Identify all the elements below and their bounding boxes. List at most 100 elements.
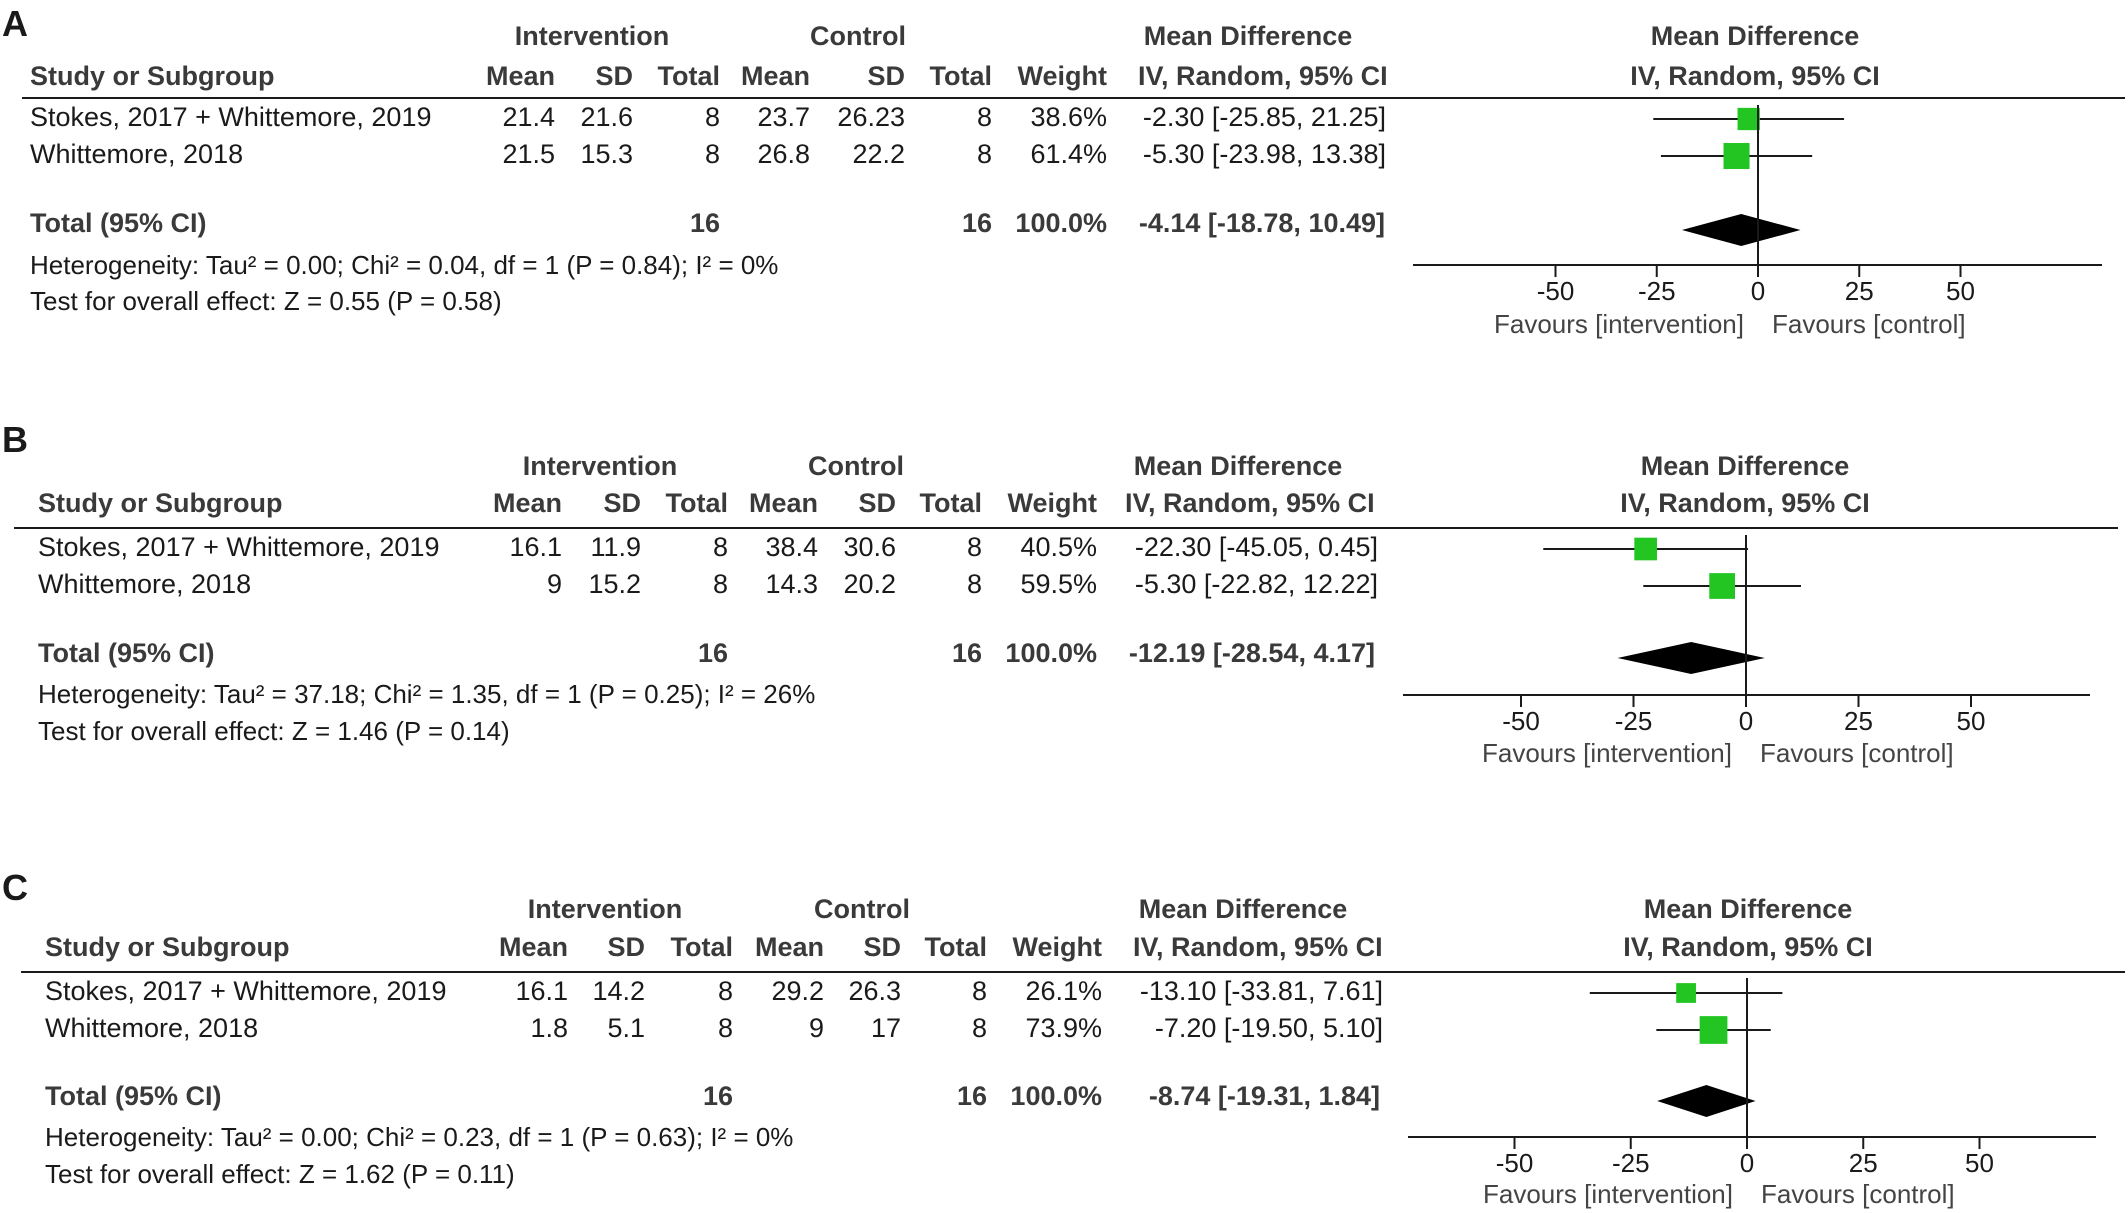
tick-label: -50: [1537, 276, 1575, 306]
table-row: Whittemore, 2018 1.8 5.1 8 9 17 8 73.9% -7.20 [-…: [45, 1013, 1771, 1044]
int-mean: 9: [547, 569, 562, 599]
header-ctl-sd: SD: [858, 488, 896, 518]
ctl-sd: 26.23: [837, 102, 905, 132]
total-weight: 100.0%: [1010, 1081, 1102, 1111]
header-plot-method: IV, Random, 95% CI: [1620, 488, 1870, 518]
total-ci-text: -8.74 [-19.31, 1.84]: [1149, 1081, 1380, 1111]
effect-marker: [1634, 537, 1657, 561]
header-int-sd: SD: [595, 61, 633, 91]
forest-panel-c: C Intervention Control Mean Difference Mean …: [2, 867, 2125, 1209]
weight: 59.5%: [1020, 569, 1097, 599]
panel-letter: B: [2, 419, 28, 460]
pooled-diamond: [1617, 642, 1765, 674]
panel-letter: A: [2, 3, 28, 44]
weight: 26.1%: [1025, 976, 1102, 1006]
header-int-mean: Mean: [493, 488, 562, 518]
effect-marker: [1676, 983, 1696, 1003]
tick-label: 25: [1844, 706, 1873, 736]
ci-text: -22.30 [-45.05, 0.45]: [1135, 532, 1378, 562]
ci-text: -13.10 [-33.81, 7.61]: [1140, 976, 1383, 1006]
header-mean-difference: Mean Difference: [1134, 451, 1343, 481]
study-name: Stokes, 2017 + Whittemore, 2019: [45, 976, 446, 1006]
ctl-sd: 22.2: [852, 139, 905, 169]
ctl-mean: 26.8: [757, 139, 810, 169]
pooled-diamond: [1657, 1085, 1756, 1117]
favours-intervention-label: Favours [intervention]: [1483, 1179, 1733, 1209]
total-ctl: 16: [957, 1081, 987, 1111]
study-name: Stokes, 2017 + Whittemore, 2019: [38, 532, 439, 562]
int-sd: 21.6: [580, 102, 633, 132]
header-weight: Weight: [1018, 61, 1108, 91]
tick-label: -25: [1615, 706, 1653, 736]
tick-label: 0: [1740, 1148, 1754, 1178]
int-mean: 21.5: [502, 139, 555, 169]
int-sd: 15.3: [580, 139, 633, 169]
total-int: 16: [703, 1081, 733, 1111]
ctl-sd: 20.2: [843, 569, 896, 599]
total-ctl: 16: [952, 638, 982, 668]
favours-control-label: Favours [control]: [1761, 1179, 1955, 1209]
total-row: Total (95% CI) 16 16 100.0% -12.19 [-28.54, …: [38, 638, 1765, 674]
favours-control-label: Favours [control]: [1760, 738, 1954, 768]
header-int-mean: Mean: [499, 932, 568, 962]
header-plot-mean-difference: Mean Difference: [1651, 21, 1860, 51]
weight: 38.6%: [1030, 102, 1107, 132]
header-method: IV, Random, 95% CI: [1125, 488, 1375, 518]
ci-text: -5.30 [-22.82, 12.22]: [1135, 569, 1378, 599]
tick-label: -50: [1496, 1148, 1534, 1178]
header-control: Control: [808, 451, 904, 481]
tick-label: 0: [1739, 706, 1753, 736]
total-label: Total (95% CI): [38, 638, 215, 668]
tick-label: -25: [1612, 1148, 1650, 1178]
header-study: Study or Subgroup: [30, 61, 274, 91]
header-int-sd: SD: [607, 932, 645, 962]
int-mean: 1.8: [530, 1013, 568, 1043]
tick-label: 0: [1751, 276, 1765, 306]
favours-control-label: Favours [control]: [1772, 309, 1966, 339]
int-total: 8: [713, 532, 728, 562]
header-plot-mean-difference: Mean Difference: [1641, 451, 1850, 481]
ctl-mean: 9: [809, 1013, 824, 1043]
header-study: Study or Subgroup: [45, 932, 289, 962]
effect-marker: [1699, 1016, 1728, 1044]
int-sd: 15.2: [588, 569, 641, 599]
int-total: 8: [718, 1013, 733, 1043]
effect-marker: [1709, 573, 1736, 599]
ctl-total: 8: [972, 976, 987, 1006]
header-ctl-mean: Mean: [755, 932, 824, 962]
header-ctl-total: Total: [930, 61, 993, 91]
total-ctl: 16: [962, 208, 992, 238]
effect-marker: [1723, 142, 1750, 170]
header-mean-difference: Mean Difference: [1139, 894, 1348, 924]
table-row: Whittemore, 2018 21.5 15.3 8 26.8 22.2 8 61.4% -…: [30, 139, 1813, 170]
study-name: Whittemore, 2018: [38, 569, 251, 599]
header-intervention: Intervention: [523, 451, 678, 481]
header-weight: Weight: [1008, 488, 1098, 518]
int-sd: 14.2: [592, 976, 645, 1006]
panel-letter: C: [2, 867, 28, 908]
header-mean-difference: Mean Difference: [1144, 21, 1353, 51]
table-row: Stokes, 2017 + Whittemore, 2019 21.4 21.6 8…: [30, 102, 1845, 132]
ctl-mean: 23.7: [757, 102, 810, 132]
table-row: Stokes, 2017 + Whittemore, 2019 16.1 11.9 8…: [38, 532, 1749, 562]
heterogeneity-text: Heterogeneity: Tau² = 0.00; Chi² = 0.23,…: [45, 1122, 793, 1152]
favours-intervention-label: Favours [intervention]: [1482, 738, 1732, 768]
int-total: 8: [705, 102, 720, 132]
total-weight: 100.0%: [1015, 208, 1107, 238]
total-label: Total (95% CI): [30, 208, 207, 238]
tick-label: 50: [1965, 1148, 1994, 1178]
ctl-sd: 26.3: [848, 976, 901, 1006]
study-name: Whittemore, 2018: [30, 139, 243, 169]
total-label: Total (95% CI): [45, 1081, 222, 1111]
ctl-total: 8: [977, 139, 992, 169]
total-row: Total (95% CI) 16 16 100.0% -8.74 [-19.31, 1…: [45, 1081, 1756, 1117]
total-int: 16: [690, 208, 720, 238]
ctl-total: 8: [967, 532, 982, 562]
header-plot-mean-difference: Mean Difference: [1644, 894, 1853, 924]
ctl-sd: 17: [871, 1013, 901, 1043]
header-ctl-mean: Mean: [749, 488, 818, 518]
int-mean: 16.1: [509, 532, 562, 562]
header-method: IV, Random, 95% CI: [1133, 932, 1383, 962]
heterogeneity-text: Heterogeneity: Tau² = 0.00; Chi² = 0.04,…: [30, 250, 778, 280]
int-total: 8: [705, 139, 720, 169]
